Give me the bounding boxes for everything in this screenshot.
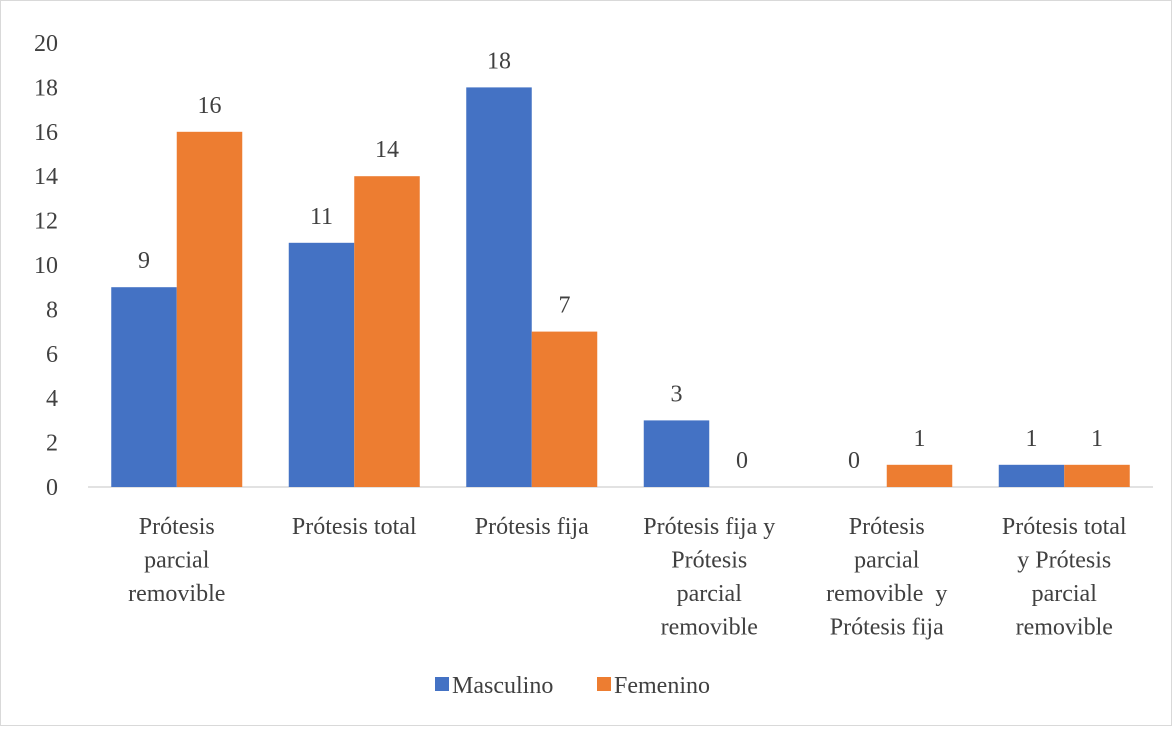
- bar-femenino: [886, 464, 953, 487]
- category-label: parcial: [854, 548, 920, 574]
- data-label: 18: [487, 48, 511, 74]
- data-label: 0: [848, 448, 860, 474]
- legend: Masculino Femenino: [435, 673, 710, 699]
- bar-masculino: [288, 242, 355, 487]
- bars: [111, 87, 1130, 488]
- data-label: 7: [559, 293, 571, 319]
- category-label: Prótesis fija: [830, 615, 944, 641]
- category-label: parcial: [1032, 581, 1098, 607]
- category-label: Prótesis fija: [475, 514, 589, 540]
- data-label: 3: [671, 381, 683, 407]
- legend-swatch-masculino: [435, 677, 449, 691]
- y-tick-label: 8: [46, 297, 58, 323]
- y-tick-label: 20: [34, 31, 58, 57]
- data-label: 1: [1026, 426, 1038, 452]
- category-label: removible: [1016, 615, 1113, 641]
- data-label: 0: [736, 448, 748, 474]
- y-axis-ticks: 0 2 4 6 8 10 12 14 16 18 20: [34, 31, 58, 501]
- category-label: Prótesis: [849, 514, 925, 540]
- bar-femenino: [1064, 464, 1130, 487]
- legend-label-femenino: Femenino: [614, 673, 710, 699]
- y-tick-label: 4: [46, 386, 58, 412]
- y-tick-label: 6: [46, 342, 58, 368]
- data-label: 1: [914, 426, 926, 452]
- category-label: removible: [661, 615, 758, 641]
- bar-masculino: [466, 87, 532, 488]
- bar-femenino: [176, 131, 243, 488]
- category-label: Prótesis fija y: [643, 514, 775, 540]
- data-label: 11: [310, 204, 333, 230]
- data-label: 14: [375, 137, 399, 163]
- data-label: 1: [1091, 426, 1103, 452]
- category-label: Prótesis: [671, 548, 747, 574]
- legend-swatch-femenino: [597, 677, 611, 691]
- category-label: parcial: [144, 548, 210, 574]
- legend-label-masculino: Masculino: [452, 673, 553, 699]
- bar-femenino: [531, 331, 598, 487]
- category-label: removible y: [826, 581, 947, 607]
- y-tick-label: 0: [46, 475, 58, 501]
- category-label: y Prótesis: [1017, 548, 1111, 574]
- y-tick-label: 2: [46, 431, 58, 457]
- y-tick-label: 16: [34, 120, 58, 146]
- y-tick-label: 12: [34, 209, 58, 235]
- data-label: 16: [198, 93, 222, 119]
- bar-masculino: [643, 420, 710, 487]
- bar-femenino: [354, 176, 420, 487]
- bar-masculino: [998, 464, 1065, 487]
- bar-masculino: [111, 287, 177, 487]
- y-tick-label: 10: [34, 253, 58, 279]
- category-label: Prótesis total: [1002, 514, 1127, 540]
- category-label: parcial: [677, 581, 743, 607]
- category-label: Prótesis total: [292, 514, 417, 540]
- y-tick-label: 18: [34, 75, 58, 101]
- category-label: Prótesis: [139, 514, 215, 540]
- y-tick-label: 14: [34, 164, 58, 190]
- data-label: 9: [138, 248, 150, 274]
- category-label: removible: [128, 581, 225, 607]
- category-labels: Prótesis parcial removible Prótesis total Pr…: [128, 514, 1127, 641]
